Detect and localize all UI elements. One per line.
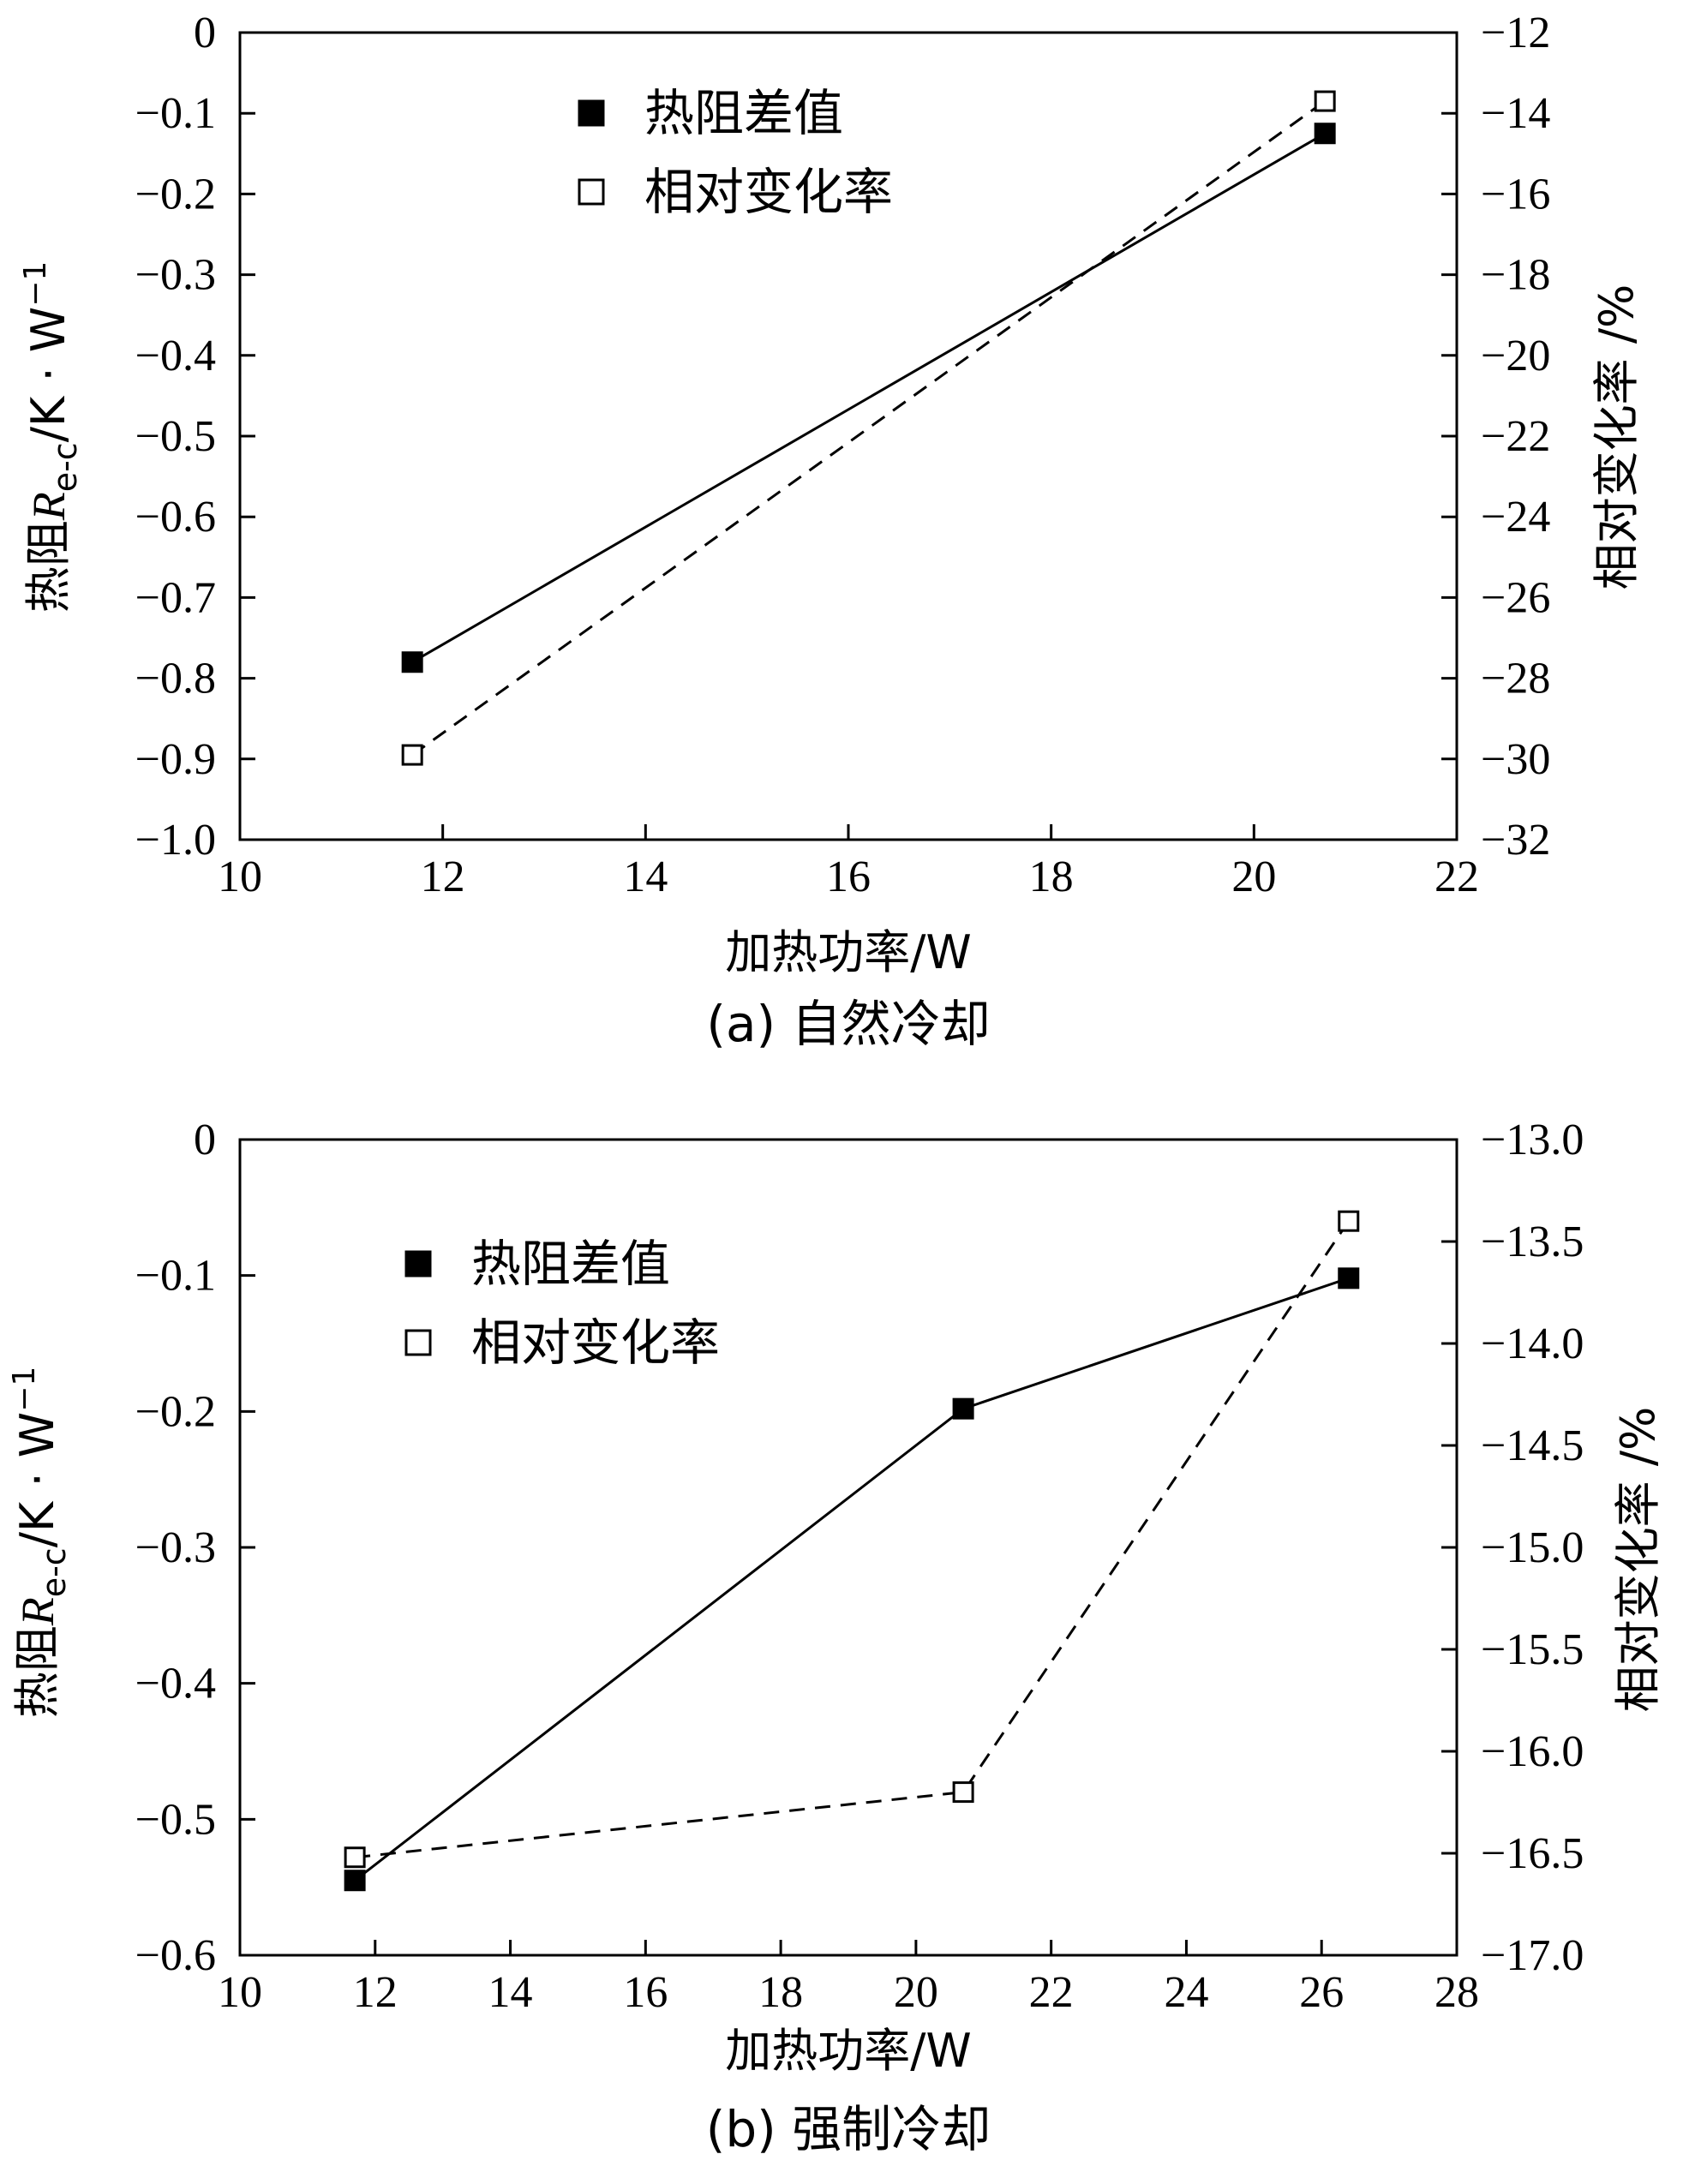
plot-frame	[238, 31, 1458, 841]
series-2-point	[1314, 90, 1336, 112]
series-2-point	[1338, 1210, 1360, 1232]
legend-entry-2: 相对变化率	[644, 163, 893, 221]
y2-tick-label: −26	[1481, 573, 1550, 622]
x-tick-label: 18	[1029, 853, 1074, 901]
y2-tick-label: −16.5	[1481, 1829, 1584, 1878]
y-tick-label: −0.4	[135, 1660, 216, 1708]
y-tick-label: −0.7	[135, 573, 216, 622]
y2-tick-label: −28	[1481, 655, 1550, 703]
x-tick-label: 12	[421, 853, 465, 901]
panel-caption: (b) 强制冷却	[706, 2100, 991, 2158]
y-tick-label: 0	[194, 1116, 216, 1164]
x-tick-label: 24	[1164, 1968, 1208, 2017]
y-tick-label: −0.9	[135, 735, 216, 784]
series-1-point	[952, 1397, 974, 1420]
series-2-point	[344, 1846, 366, 1869]
y-tick-label: −0.3	[135, 251, 216, 300]
y2-tick-label: −18	[1481, 251, 1550, 300]
x-tick-label: 10	[218, 853, 262, 901]
legend-entry-2: 相对变化率	[471, 1313, 720, 1372]
x-tick-label: 22	[1434, 853, 1479, 901]
y2-tick-label: −20	[1481, 332, 1550, 380]
y-tick-label: −0.1	[135, 89, 216, 138]
y2-tick-label: −24	[1481, 493, 1550, 542]
series-1-point	[1314, 123, 1336, 145]
y2-tick-label: −16	[1481, 170, 1550, 218]
y2-tick-label: −22	[1481, 412, 1550, 461]
series-line-2	[411, 99, 1327, 757]
legend-marker-1	[404, 1250, 432, 1277]
chart-panel-1: 10 12 14 16 18 20 22 0 −0.1 −0.2 −0.3 −0.4 −0.5 −0.6 −…	[18, 9, 1644, 1053]
x-tick-label: 18	[758, 1968, 803, 2017]
x-tick-label: 16	[623, 1968, 668, 2017]
y-tick-label: −0.2	[135, 170, 216, 218]
y2-tick-label: −14	[1481, 89, 1550, 138]
y-tick-label: −0.6	[135, 493, 216, 542]
y-tick-label: −0.5	[135, 412, 216, 461]
y-tick-label: −0.1	[135, 1252, 216, 1301]
legend-marker-2	[404, 1329, 432, 1356]
y2-axis-title: 相对变化率 /%	[1611, 1407, 1665, 1713]
y2-tick-label: −14.5	[1481, 1421, 1584, 1470]
x-tick-label: 20	[1231, 853, 1276, 901]
y2-axis-title: 相对变化率 /%	[1590, 284, 1644, 590]
legend-marker-1	[578, 99, 605, 127]
x-tick-label: 14	[623, 853, 668, 901]
x-axis-title: 加热功率/W	[725, 925, 972, 979]
y-axis-title: 热阻Re-c/K · W−1	[18, 261, 84, 613]
x-tick-label: 26	[1299, 1968, 1344, 2017]
y2-tick-label: −12	[1481, 9, 1550, 57]
y2-tick-label: −15.0	[1481, 1523, 1584, 1572]
series-1-point	[344, 1870, 366, 1892]
series-line-1	[411, 132, 1326, 664]
y2-tick-label: −13.0	[1481, 1116, 1584, 1164]
y2-tick-label: −14.0	[1481, 1319, 1584, 1368]
panel-caption: (a) 自然冷却	[706, 995, 990, 1053]
y2-tick-label: −32	[1481, 816, 1550, 865]
x-tick-label: 14	[488, 1968, 533, 2017]
y-tick-label: −0.6	[135, 1931, 216, 1980]
x-axis-title: 加热功率/W	[725, 2024, 972, 2078]
x-tick-label: 12	[353, 1968, 398, 2017]
chart-panel-2: 10 12 14 16 18 20 22 24 26 28 0 −0.1 −0.2 −0.3 −0.4 −0.…	[7, 1116, 1665, 2158]
x-tick-label: 20	[894, 1968, 938, 2017]
y2-tick-label: −13.5	[1481, 1218, 1584, 1266]
y-tick-label: −0.5	[135, 1795, 216, 1844]
y-tick-label: −0.2	[135, 1387, 216, 1436]
x-tick-label: 16	[826, 853, 871, 901]
legend-entry-1: 热阻差值	[644, 84, 843, 142]
series-2-point	[401, 744, 423, 766]
legend-marker-2	[578, 178, 605, 206]
y-tick-label: −0.3	[135, 1523, 216, 1572]
y2-tick-label: −16.0	[1481, 1727, 1584, 1776]
series-2-point	[952, 1781, 974, 1804]
y2-tick-label: −15.5	[1481, 1625, 1584, 1674]
series-1-point	[401, 651, 423, 673]
x-tick-label: 22	[1029, 1968, 1074, 2017]
legend-entry-1: 热阻差值	[471, 1235, 670, 1293]
y-tick-label: −0.8	[135, 655, 216, 703]
y-axis-title: 热阻Re-c/K · W−1	[7, 1367, 73, 1719]
y-tick-label: −1.0	[135, 816, 216, 865]
y-tick-label: 0	[194, 9, 216, 57]
x-tick-label: 10	[218, 1968, 262, 2017]
y-tick-label: −0.4	[135, 332, 216, 380]
series-1-point	[1338, 1267, 1360, 1289]
x-tick-label: 28	[1434, 1968, 1479, 2017]
y2-tick-label: −30	[1481, 735, 1550, 784]
y2-tick-label: −17.0	[1481, 1931, 1584, 1980]
